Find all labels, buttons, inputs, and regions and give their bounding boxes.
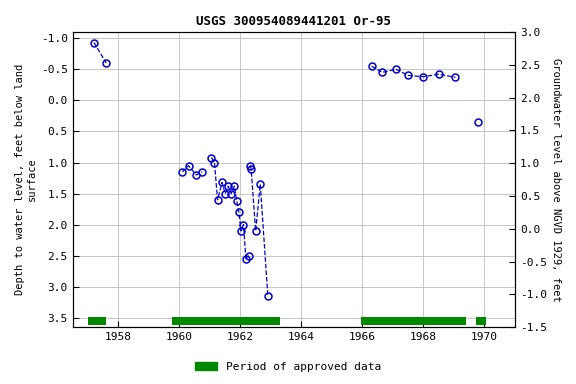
Y-axis label: Groundwater level above NGVD 1929, feet: Groundwater level above NGVD 1929, feet [551, 58, 561, 301]
Y-axis label: Depth to water level, feet below land
surface: Depth to water level, feet below land su… [15, 64, 37, 295]
Legend: Period of approved data: Period of approved data [191, 358, 385, 377]
Title: USGS 300954089441201 Or-95: USGS 300954089441201 Or-95 [196, 15, 391, 28]
